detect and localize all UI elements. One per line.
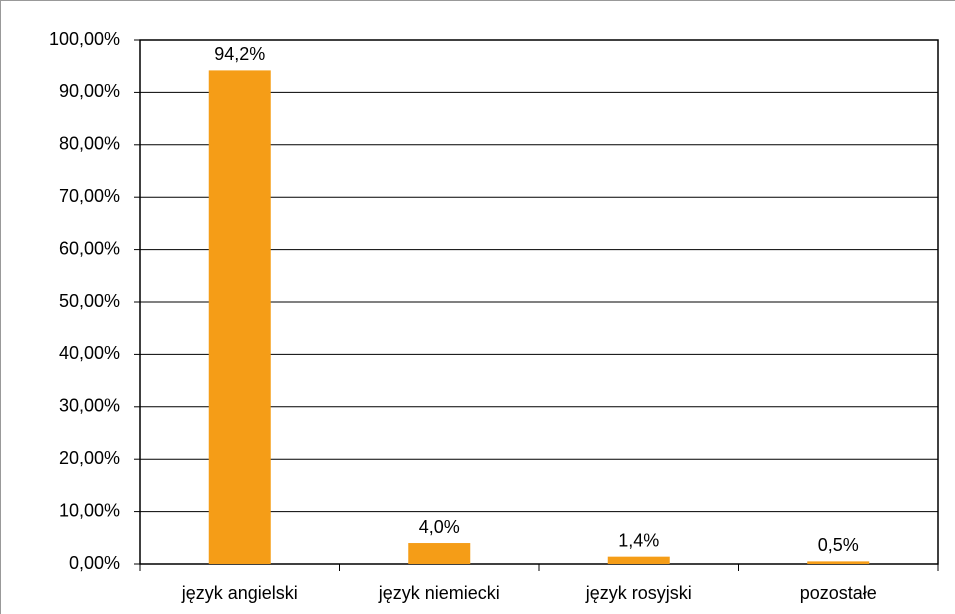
x-tick-label: język angielski	[181, 583, 298, 603]
bar	[208, 70, 271, 564]
y-tick-label: 40,00%	[59, 343, 120, 363]
y-tick-label: 60,00%	[59, 238, 120, 258]
y-tick-label: 70,00%	[59, 186, 120, 206]
value-label: 4,0%	[419, 517, 460, 537]
value-label: 94,2%	[214, 44, 265, 64]
x-tick-label: pozostałe	[800, 583, 877, 603]
bar	[408, 543, 471, 564]
y-tick-label: 0,00%	[69, 553, 120, 573]
y-tick-label: 50,00%	[59, 291, 120, 311]
y-tick-label: 90,00%	[59, 81, 120, 101]
bar	[807, 561, 870, 564]
x-tick-label: język rosyjski	[585, 583, 692, 603]
y-tick-label: 80,00%	[59, 134, 120, 154]
y-tick-label: 20,00%	[59, 448, 120, 468]
value-label: 0,5%	[818, 535, 859, 555]
x-tick-label: język niemiecki	[378, 583, 500, 603]
y-tick-label: 10,00%	[59, 500, 120, 520]
value-label: 1,4%	[618, 530, 659, 550]
y-tick-label: 100,00%	[49, 29, 120, 49]
y-tick-label: 30,00%	[59, 396, 120, 416]
bar	[607, 556, 670, 564]
